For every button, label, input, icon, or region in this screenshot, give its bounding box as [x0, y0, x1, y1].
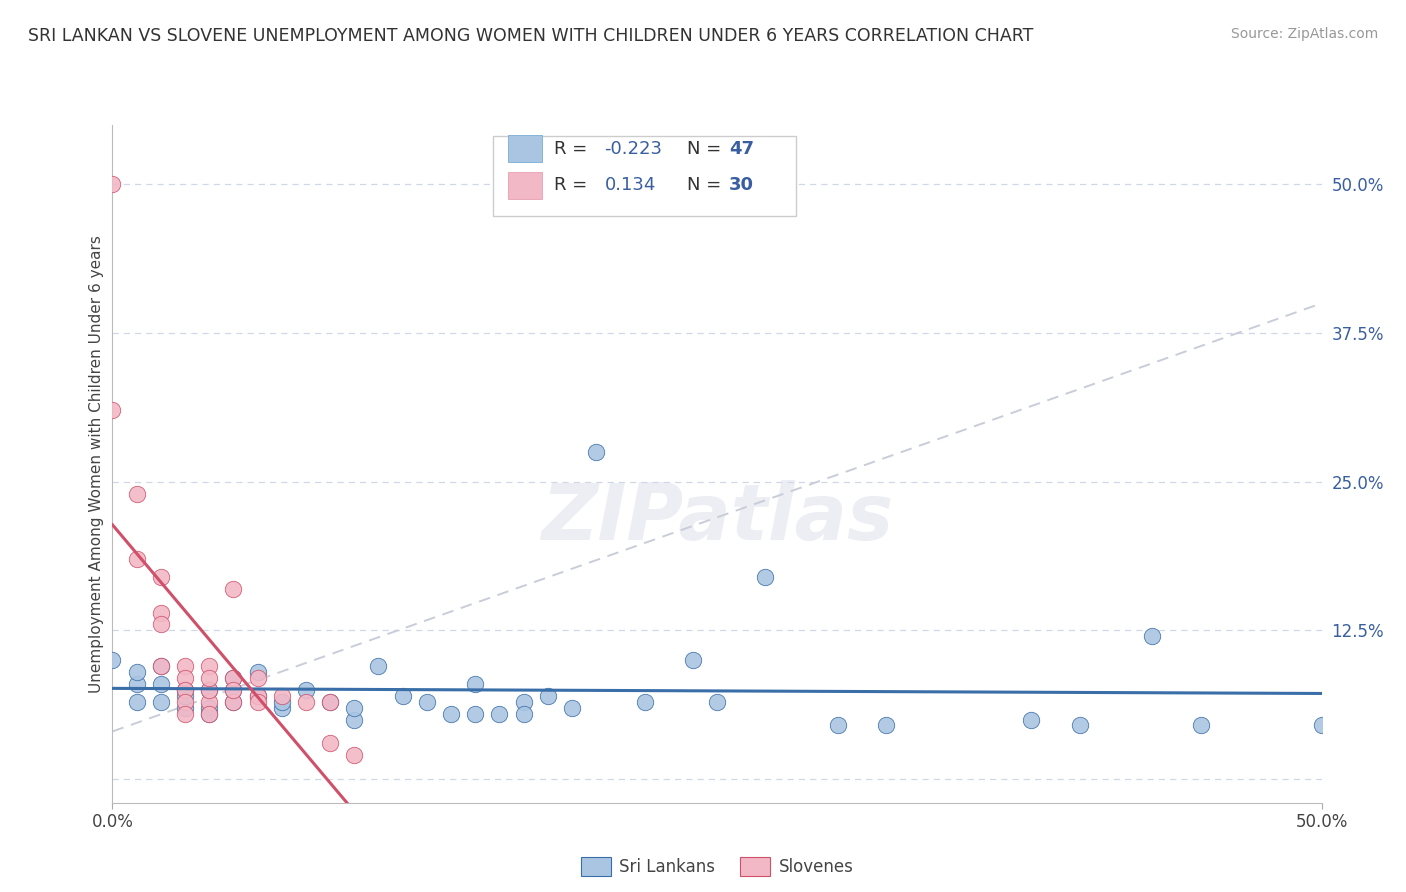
Point	[343, 700, 366, 714]
Point	[198, 695, 221, 709]
Point	[754, 570, 776, 584]
Point	[875, 718, 897, 732]
Text: N =: N =	[688, 177, 727, 194]
Point	[222, 682, 245, 697]
Point	[174, 671, 197, 685]
Point	[827, 718, 849, 732]
Point	[174, 682, 197, 697]
Point	[391, 689, 413, 703]
Text: -0.223: -0.223	[605, 140, 662, 158]
Point	[1189, 718, 1212, 732]
Point	[198, 700, 221, 714]
Point	[174, 659, 197, 673]
Point	[270, 695, 292, 709]
Point	[319, 695, 342, 709]
Point	[512, 706, 534, 721]
Point	[1021, 713, 1043, 727]
Point	[198, 706, 221, 721]
Point	[198, 682, 221, 697]
Point	[198, 682, 221, 697]
Point	[174, 695, 197, 709]
Point	[149, 617, 172, 632]
Point	[246, 671, 269, 685]
Point	[222, 682, 245, 697]
Point	[537, 689, 560, 703]
Point	[246, 665, 269, 679]
Point	[246, 689, 269, 703]
Point	[1069, 718, 1091, 732]
Point	[295, 682, 318, 697]
Point	[367, 659, 389, 673]
Text: 30: 30	[730, 177, 754, 194]
Y-axis label: Unemployment Among Women with Children Under 6 years: Unemployment Among Women with Children U…	[89, 235, 104, 693]
Point	[246, 689, 269, 703]
Point	[270, 689, 292, 703]
Point	[682, 653, 704, 667]
Point	[174, 682, 197, 697]
Text: ZIPatlas: ZIPatlas	[541, 480, 893, 556]
Text: SRI LANKAN VS SLOVENE UNEMPLOYMENT AMONG WOMEN WITH CHILDREN UNDER 6 YEARS CORRE: SRI LANKAN VS SLOVENE UNEMPLOYMENT AMONG…	[28, 27, 1033, 45]
Point	[1142, 629, 1164, 643]
Point	[149, 659, 172, 673]
Text: Source: ZipAtlas.com: Source: ZipAtlas.com	[1230, 27, 1378, 41]
Point	[149, 659, 172, 673]
Point	[222, 671, 245, 685]
Point	[222, 695, 245, 709]
Point	[464, 706, 486, 721]
Text: R =: R =	[554, 140, 593, 158]
Point	[125, 486, 148, 500]
Point	[633, 695, 655, 709]
Point	[149, 677, 172, 691]
Point	[222, 695, 245, 709]
Text: N =: N =	[688, 140, 727, 158]
Text: 47: 47	[730, 140, 754, 158]
Point	[706, 695, 728, 709]
Point	[464, 677, 486, 691]
Point	[198, 706, 221, 721]
Point	[319, 736, 342, 750]
Point	[222, 582, 245, 596]
Legend: Sri Lankans, Slovenes: Sri Lankans, Slovenes	[574, 850, 860, 882]
FancyBboxPatch shape	[508, 135, 541, 162]
Point	[174, 700, 197, 714]
Point	[149, 570, 172, 584]
Text: R =: R =	[554, 177, 593, 194]
Point	[440, 706, 463, 721]
Point	[222, 671, 245, 685]
Point	[198, 671, 221, 685]
Point	[319, 695, 342, 709]
Point	[270, 700, 292, 714]
Point	[149, 606, 172, 620]
Point	[561, 700, 583, 714]
Point	[488, 706, 510, 721]
Point	[149, 695, 172, 709]
Point	[343, 713, 366, 727]
Point	[101, 178, 124, 192]
Point	[585, 445, 607, 459]
Point	[101, 403, 124, 417]
Point	[101, 653, 124, 667]
Point	[343, 748, 366, 763]
Point	[246, 695, 269, 709]
Text: 0.134: 0.134	[605, 177, 657, 194]
Point	[125, 665, 148, 679]
Point	[198, 659, 221, 673]
FancyBboxPatch shape	[508, 171, 541, 199]
Point	[125, 552, 148, 566]
FancyBboxPatch shape	[494, 136, 796, 217]
Point	[416, 695, 439, 709]
Point	[125, 677, 148, 691]
Point	[174, 706, 197, 721]
Point	[174, 689, 197, 703]
Point	[295, 695, 318, 709]
Point	[125, 695, 148, 709]
Point	[512, 695, 534, 709]
Point	[1310, 718, 1333, 732]
